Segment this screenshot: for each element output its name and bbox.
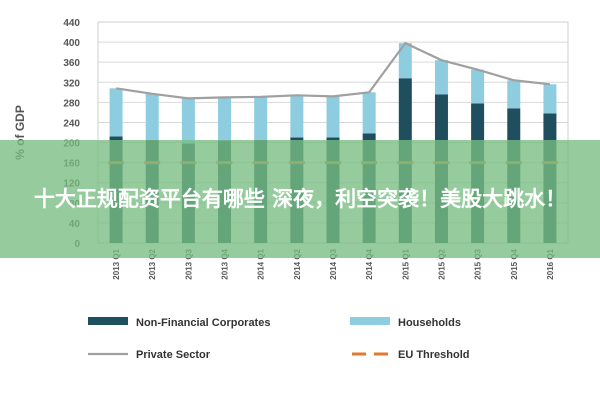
x-axis-ticks: 2013 Q1 2013 Q2 2013 Q3 2013 Q4 2014 Q1 2014 … [112,248,555,279]
legend-label: Non-Financial Corporates [136,317,270,329]
x-tick-label: 2014 Q4 [365,248,374,279]
x-tick-label: 2013 Q2 [148,248,157,279]
x-tick-label: 2015 Q1 [401,248,410,279]
bar-households [145,93,159,141]
legend-label: Private Sector [136,349,211,361]
bar-households [326,96,340,138]
x-tick-label: 2015 Q4 [510,248,519,279]
y-tick-label: 280 [63,98,80,109]
y-tick-label: 360 [63,58,80,69]
bar-households [543,84,557,114]
y-tick-label: 320 [63,78,80,89]
x-tick-label: 2013 Q4 [221,248,230,279]
bar-households [181,98,195,144]
x-tick-label: 2013 Q1 [112,248,121,279]
bar-households [362,92,376,134]
bar-households [254,96,268,141]
bar-households [290,95,304,138]
private-sector-line [115,41,551,100]
bar-households [109,88,123,137]
x-tick-label: 2014 Q3 [329,248,338,279]
bar-households [507,80,521,109]
bar-households [471,69,485,104]
y-tick-label: 440 [63,18,80,29]
headline-banner[interactable]: 十大正规配资平台有哪些 深夜，利空突袭！美股大跳水！ [0,140,600,258]
bar-households [434,60,448,95]
y-tick-label: 400 [63,38,80,49]
x-tick-label: 2016 Q1 [546,248,555,279]
legend: Non-Financial Corporates Households Privat… [88,317,470,361]
legend-label: EU Threshold [398,349,470,361]
legend-swatch [88,317,128,325]
x-tick-label: 2013 Q3 [184,248,193,279]
x-tick-label: 2014 Q1 [257,248,266,279]
bar-households [398,43,412,79]
x-tick-label: 2015 Q2 [437,248,446,279]
legend-label: Households [398,317,461,329]
y-tick-label: 240 [63,118,80,129]
x-tick-label: 2015 Q3 [474,248,483,279]
headline-text: 十大正规配资平台有哪些 深夜，利空突袭！美股大跳水！ [33,187,567,211]
legend-swatch [350,317,390,325]
x-tick-label: 2014 Q2 [293,248,302,279]
bar-households [218,97,232,141]
